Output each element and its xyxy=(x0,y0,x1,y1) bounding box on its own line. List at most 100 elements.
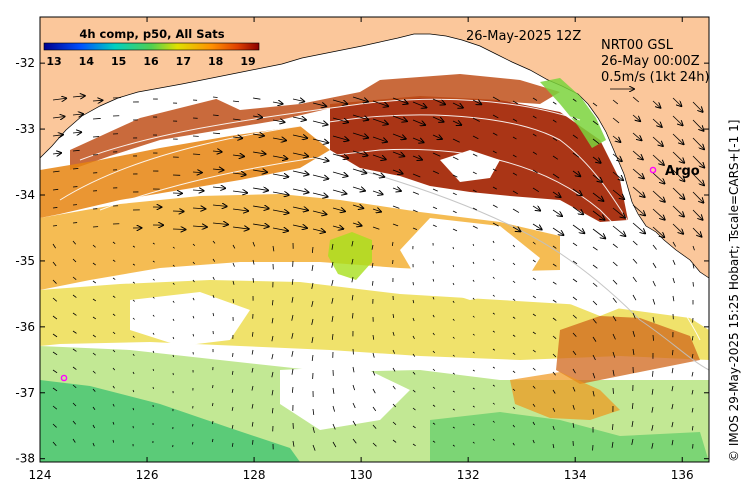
current-vector xyxy=(572,422,575,428)
current-vector xyxy=(312,408,315,415)
current-vector xyxy=(272,174,288,177)
current-vector xyxy=(691,371,694,377)
streamline xyxy=(99,148,701,341)
current-vector xyxy=(552,299,557,303)
current-vector xyxy=(651,424,654,431)
current-vector xyxy=(72,168,79,170)
current-vector xyxy=(272,245,275,252)
current-vector xyxy=(452,156,459,160)
current-vector xyxy=(52,297,58,302)
current-vector xyxy=(452,372,455,375)
current-vector xyxy=(232,227,249,229)
current-vector xyxy=(412,335,415,340)
current-vector xyxy=(231,370,234,375)
current-vector xyxy=(552,155,559,160)
current-vector xyxy=(72,420,76,425)
current-vector xyxy=(452,174,458,178)
current-vector xyxy=(311,282,314,289)
current-vector xyxy=(492,114,499,119)
current-vector xyxy=(691,389,694,395)
current-vector xyxy=(572,116,578,121)
current-vector xyxy=(232,262,235,267)
current-vector xyxy=(212,223,228,225)
current-vector xyxy=(72,402,77,407)
current-vector xyxy=(612,279,618,285)
current-vector xyxy=(92,262,96,266)
current-vector xyxy=(52,243,56,249)
current-vector xyxy=(432,440,436,443)
streamline-depth-contour xyxy=(359,169,709,371)
current-vector xyxy=(392,170,403,174)
current-vector xyxy=(632,96,640,103)
current-vector xyxy=(572,188,582,195)
current-vector xyxy=(52,225,58,227)
current-vector xyxy=(572,296,578,301)
current-vector xyxy=(192,153,201,155)
current-vector xyxy=(592,156,601,163)
current-vector xyxy=(352,366,355,373)
argo-label: Argo xyxy=(665,164,700,179)
current-vector xyxy=(492,150,497,154)
current-vector xyxy=(692,227,701,237)
current-vector xyxy=(112,241,116,244)
current-vector xyxy=(652,280,656,287)
current-vector xyxy=(472,261,475,264)
x-tick-label: 130 xyxy=(350,468,373,482)
current-vector xyxy=(611,441,614,448)
current-vector xyxy=(272,102,283,104)
current-source: NRT00 GSL xyxy=(601,38,674,53)
current-vector xyxy=(312,426,315,433)
current-vector xyxy=(192,261,195,265)
current-vector xyxy=(432,152,441,157)
current-vector xyxy=(692,191,703,203)
current-vector xyxy=(72,96,85,97)
current-vector xyxy=(311,354,314,361)
x-tick-label: 132 xyxy=(457,468,480,482)
plot-frame xyxy=(39,16,710,463)
current-vector xyxy=(232,298,234,303)
x-tick-label: 134 xyxy=(564,468,587,482)
current-vector xyxy=(292,189,309,192)
current-vector xyxy=(312,138,328,143)
current-vector xyxy=(291,296,294,303)
current-vector xyxy=(332,153,348,158)
current-vector xyxy=(612,171,623,180)
current-vector xyxy=(92,406,96,411)
current-vector xyxy=(311,264,314,271)
current-vector xyxy=(351,276,354,283)
current-vector xyxy=(92,442,95,447)
current-vector xyxy=(652,154,664,165)
colorbar-tick-label: 18 xyxy=(208,55,223,68)
current-vector xyxy=(472,315,475,318)
current-vector xyxy=(392,367,396,372)
current-vector xyxy=(631,438,634,445)
current-vector xyxy=(592,174,602,182)
current-vector xyxy=(291,368,294,375)
argo-float-marker-icon xyxy=(60,374,68,382)
current-vector xyxy=(452,318,455,321)
current-vector xyxy=(452,264,455,268)
current-vector xyxy=(592,390,595,397)
current-vector xyxy=(72,258,77,263)
current-vector xyxy=(492,204,498,208)
current-vector xyxy=(672,277,675,284)
current-vector xyxy=(632,348,635,355)
current-vector xyxy=(552,443,555,449)
y-tick-label: -33 xyxy=(15,122,35,136)
current-vector xyxy=(372,352,375,358)
current-vector xyxy=(452,336,455,339)
colorbar-tick-label: 16 xyxy=(143,55,159,68)
current-vector xyxy=(492,96,500,102)
current-vector xyxy=(392,403,397,408)
y-tick-label: -35 xyxy=(15,254,35,268)
current-vector xyxy=(332,135,348,140)
current-vector xyxy=(192,226,207,227)
current-vector xyxy=(412,407,416,411)
current-vector xyxy=(592,120,599,126)
colorbar-tick-label: 14 xyxy=(79,55,95,68)
current-vector xyxy=(432,98,445,104)
current-vector xyxy=(72,276,77,281)
current-vector xyxy=(192,333,195,337)
current-vector xyxy=(492,438,495,441)
current-vector xyxy=(52,441,57,447)
